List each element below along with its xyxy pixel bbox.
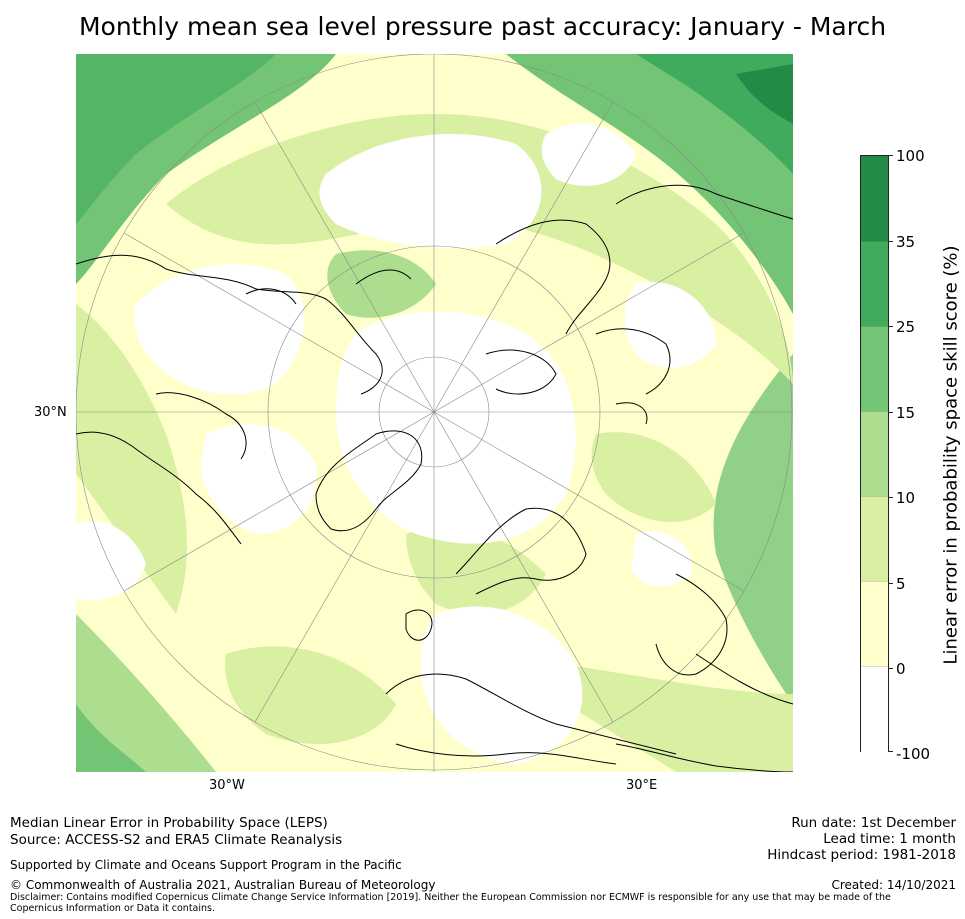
- colorbar-bin: [861, 156, 888, 241]
- footer-disclaimer: Disclaimer: Contains modified Copernicus…: [10, 892, 891, 914]
- run-date: Run date: 1st December: [791, 815, 956, 831]
- map-title: Monthly mean sea level pressure past acc…: [78, 12, 887, 41]
- colorbar-tick-10: 10: [896, 489, 916, 507]
- colorbar-tickmark: [888, 751, 893, 752]
- colorbar-tickmark: [888, 326, 893, 327]
- colorbar-bin: [861, 326, 888, 412]
- footer-copyright: © Commonwealth of Australia 2021, Austra…: [10, 878, 436, 892]
- colorbar: [860, 155, 889, 752]
- colorbar-tickmark: [888, 412, 893, 413]
- greenland-coast: [315, 430, 423, 532]
- lat-label-30n: 30°N: [34, 405, 67, 420]
- colorbar-bin: [861, 411, 888, 497]
- colorbar-tick-minus100: -100: [896, 745, 931, 763]
- colorbar-tick-25: 25: [896, 318, 916, 336]
- colorbar-tickmark: [888, 668, 893, 669]
- map-canvas: [76, 54, 793, 772]
- skill-field: [76, 54, 793, 772]
- coastlines: [76, 184, 793, 772]
- colorbar-tick-100: 100: [896, 147, 925, 165]
- colorbar-tick-0: 0: [896, 660, 906, 678]
- colorbar-bin: [861, 496, 888, 582]
- colorbar-tickmark: [888, 241, 893, 242]
- colorbar-tickmark: [888, 497, 893, 498]
- footer-metric: Median Linear Error in Probability Space…: [10, 815, 328, 831]
- graticule: [76, 54, 793, 772]
- polar-map: [76, 54, 793, 772]
- hindcast-period: Hindcast period: 1981-2018: [767, 847, 956, 863]
- lead-time: Lead time: 1 month: [823, 831, 956, 847]
- lon-label-30w: 30°W: [209, 778, 245, 793]
- colorbar-tick-35: 35: [896, 233, 916, 251]
- lon-label-30e: 30°E: [626, 778, 658, 793]
- colorbar-bin: [861, 666, 888, 752]
- colorbar-tick-5: 5: [896, 575, 906, 593]
- footer-source: Source: ACCESS-S2 and ERA5 Climate Reana…: [10, 832, 343, 848]
- created-date: Created: 14/10/2021: [831, 878, 956, 892]
- colorbar-tick-15: 15: [896, 404, 916, 422]
- colorbar-tickmark: [888, 155, 893, 156]
- colorbar-bin: [861, 581, 888, 667]
- footer-support: Supported by Climate and Oceans Support …: [10, 858, 402, 872]
- colorbar-tickmark: [888, 583, 893, 584]
- colorbar-title: Linear error in probability space skill …: [940, 245, 962, 665]
- colorbar-bin: [861, 241, 888, 327]
